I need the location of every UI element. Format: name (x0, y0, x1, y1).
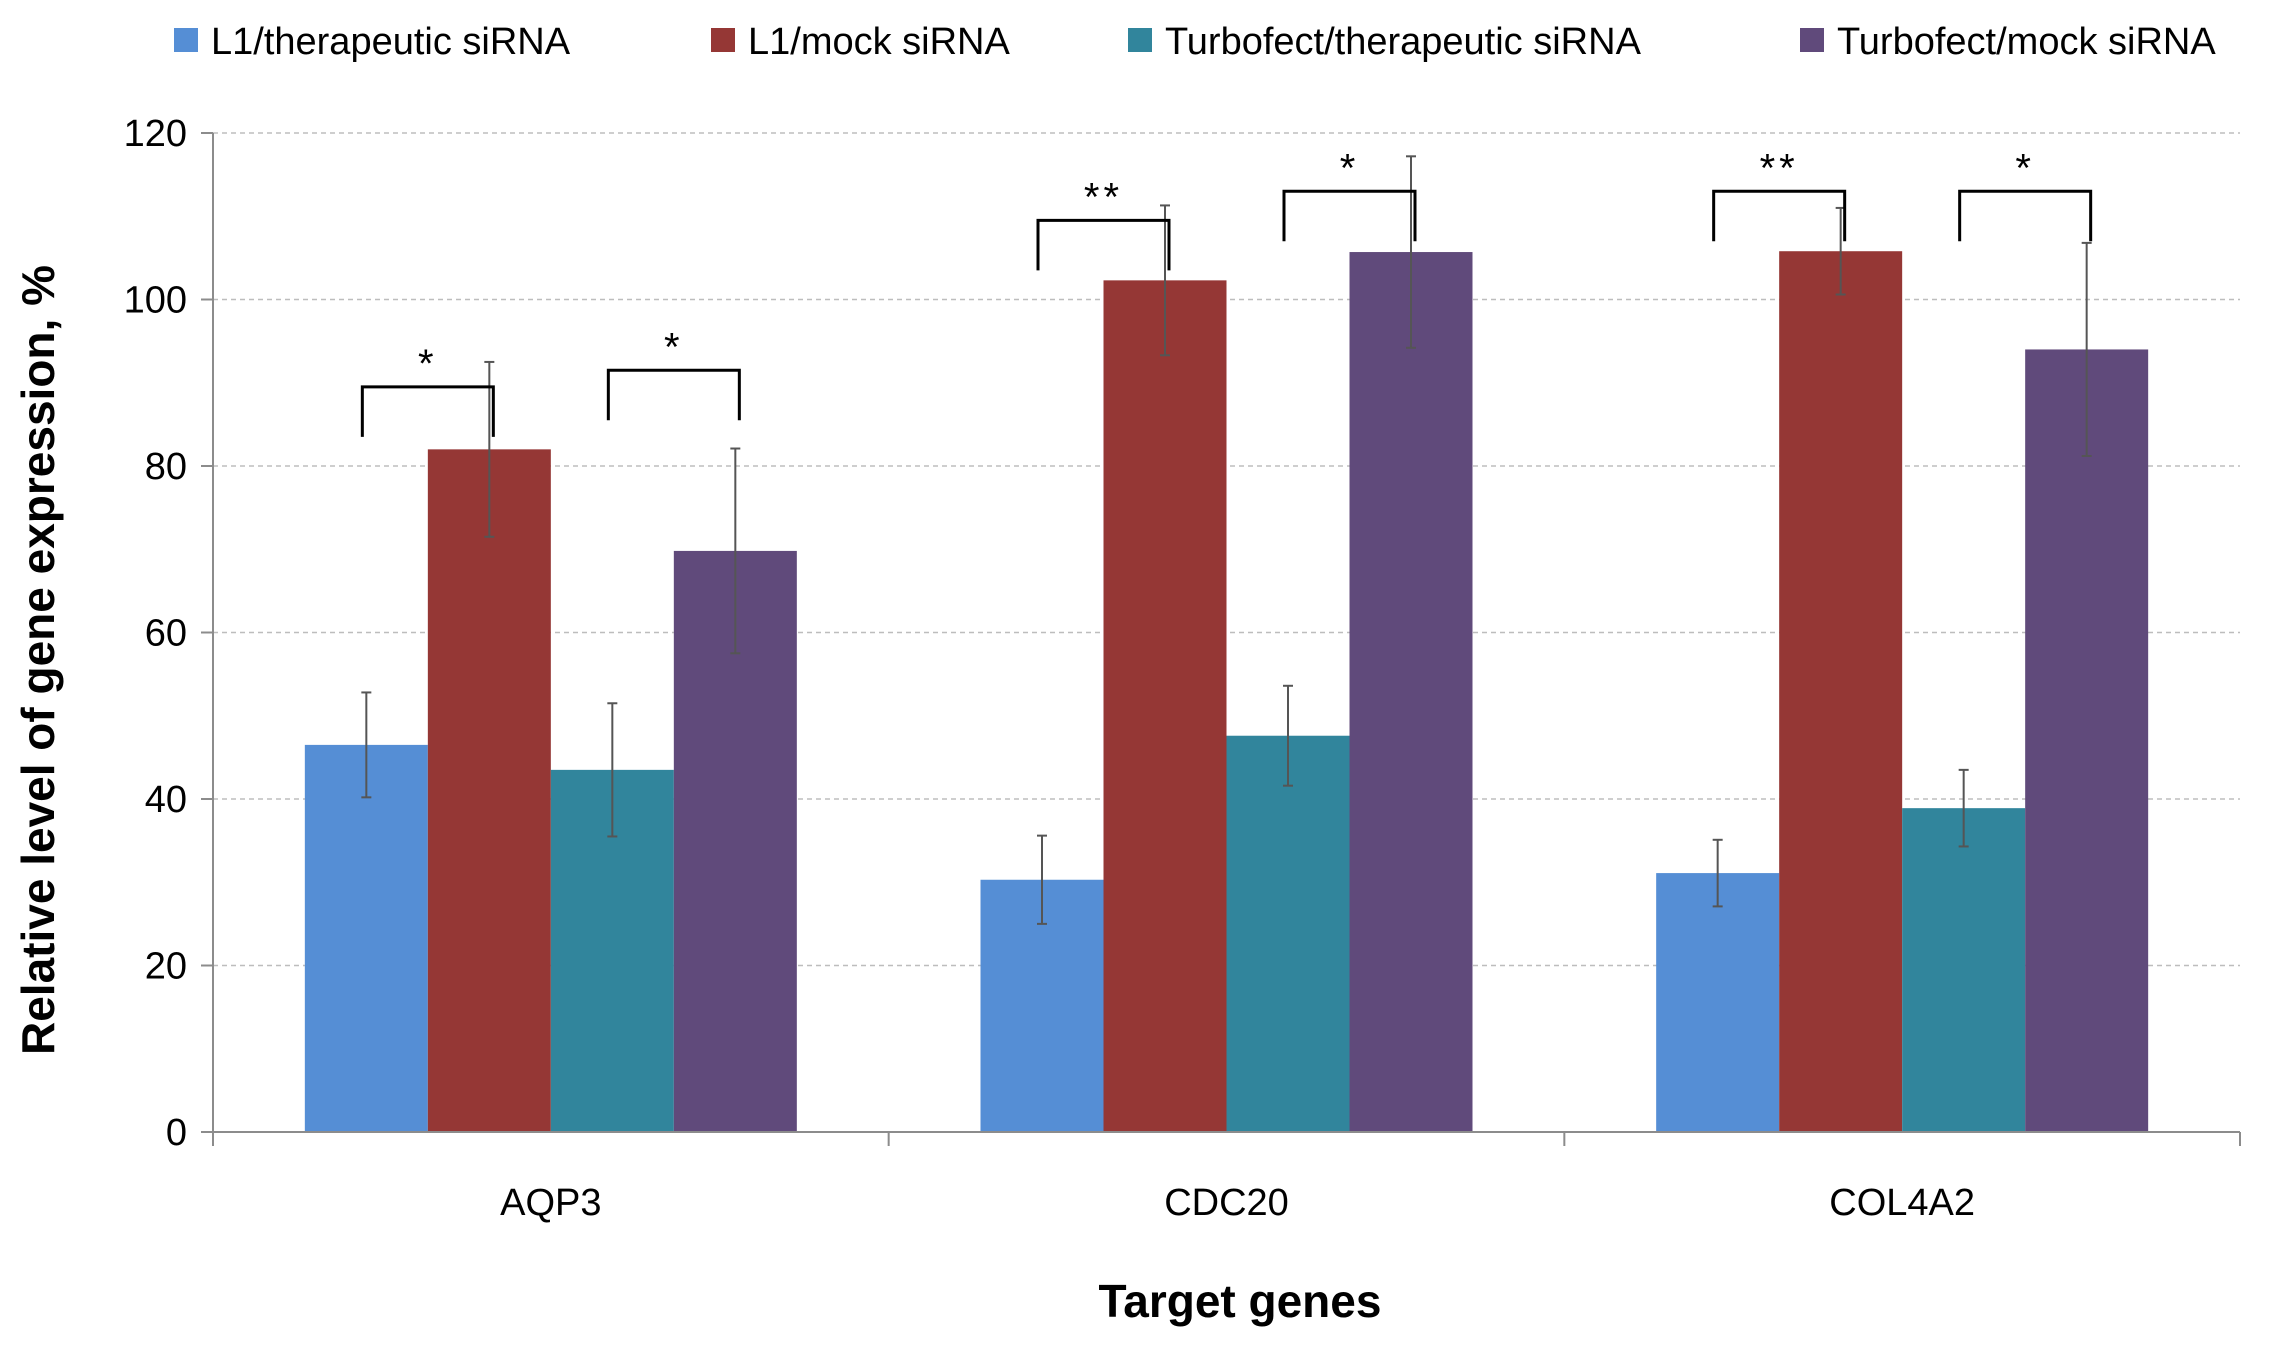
bar (1902, 808, 2026, 1132)
y-tick-label: 60 (145, 613, 187, 655)
x-tick-label: COL4A2 (1829, 1182, 1975, 1224)
bar (427, 449, 551, 1133)
axes: 0 20 40 60 80 100 120 AQP3 CDC20 COL4A2 (124, 113, 2241, 1224)
bar (1349, 252, 1473, 1133)
bar (304, 744, 428, 1132)
legend-label: L1/therapeutic siRNA (211, 21, 571, 63)
legend-swatch (711, 28, 735, 52)
significance-label: * (664, 325, 684, 369)
legend-label: L1/mock siRNA (748, 21, 1010, 63)
significance-label: * (418, 342, 438, 386)
bar (2025, 349, 2149, 1132)
legend-label: Turbofect/mock siRNA (1837, 21, 2216, 63)
legend-label: Turbofect/therapeutic siRNA (1165, 21, 1642, 63)
y-tick-label: 120 (124, 113, 187, 155)
significance-label: ** (1084, 175, 1123, 219)
bar (1226, 735, 1350, 1132)
bar (1103, 280, 1227, 1132)
significance-label: * (2015, 146, 2035, 190)
bar (1779, 251, 1903, 1133)
significance-bracket (1036, 218, 1171, 271)
legend-swatch (1128, 28, 1152, 52)
significance-bracket (1958, 189, 2093, 242)
significance-bracket (606, 368, 741, 421)
bars (304, 251, 2149, 1133)
y-axis-title: Relative level of gene expression, % (12, 265, 64, 1055)
y-tick-label: 100 (124, 280, 187, 322)
significance-bracket (360, 385, 495, 437)
significance-bracket (1712, 189, 1847, 242)
y-tick-label: 80 (145, 446, 187, 488)
bar (1656, 873, 1780, 1132)
legend-swatch (1800, 28, 1824, 52)
significance-label: * (1340, 146, 1360, 190)
x-tick-label: CDC20 (1164, 1182, 1289, 1224)
legend: L1/therapeutic siRNA L1/mock siRNA Turbofe… (174, 21, 2216, 63)
significance-label: ** (1760, 146, 1799, 190)
y-tick-label: 20 (145, 946, 187, 988)
significance-brackets: * **** ** * (360, 146, 2093, 437)
significance-bracket (1282, 189, 1417, 242)
y-tick-label: 40 (145, 779, 187, 821)
legend-swatch (174, 28, 198, 52)
x-tick-label: AQP3 (500, 1182, 601, 1224)
error-bars (361, 155, 2092, 925)
y-tick-label: 0 (166, 1112, 187, 1154)
axis-labels: Target genes Relative level of gene expr… (12, 265, 1381, 1327)
x-axis-title: Target genes (1099, 1275, 1382, 1327)
